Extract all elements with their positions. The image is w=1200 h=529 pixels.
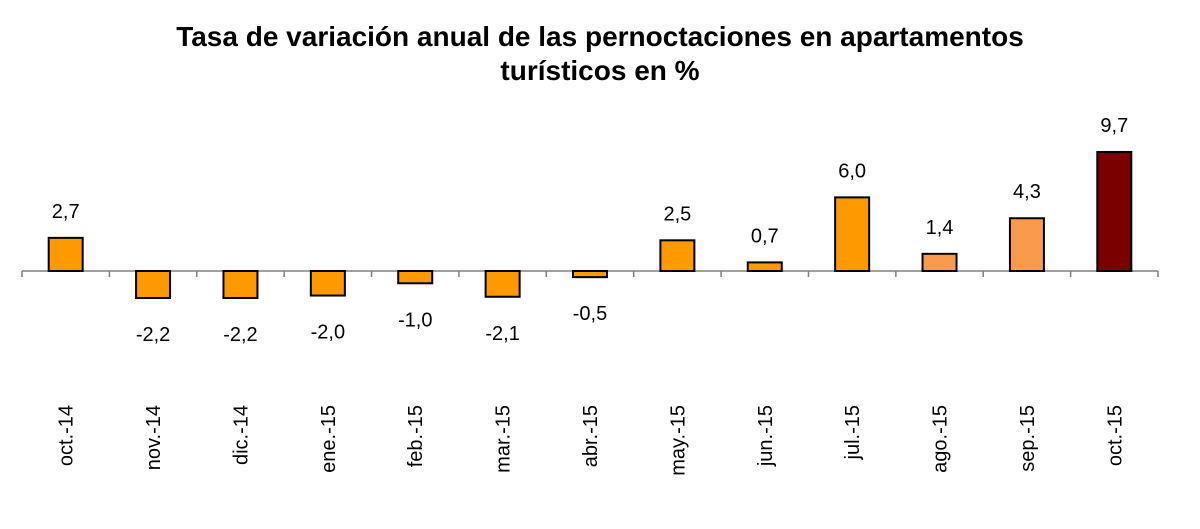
- x-tick-label: abr.-15: [580, 405, 602, 467]
- x-tick-label: oct.-15: [1104, 405, 1126, 466]
- x-tick-label: nov.-14: [143, 405, 165, 470]
- data-label: 1,4: [926, 217, 954, 239]
- bar: [572, 270, 608, 279]
- bar: [659, 239, 696, 272]
- x-tick-label: feb.-15: [405, 405, 427, 467]
- x-tick-label: dic.-14: [230, 405, 252, 465]
- bar: [47, 236, 84, 273]
- data-label: -2,2: [136, 324, 170, 346]
- data-label: 9,7: [1100, 115, 1128, 137]
- x-tick-label: ene.-15: [318, 405, 340, 473]
- x-tick-label: oct.-14: [56, 405, 78, 466]
- data-label: 0,7: [751, 225, 779, 247]
- x-tick-label: jul.-15: [842, 405, 864, 460]
- data-label: -2,0: [311, 322, 345, 344]
- data-label: 4,3: [1013, 181, 1041, 203]
- data-label: -2,2: [223, 324, 257, 346]
- bar: [309, 270, 346, 297]
- data-label: 2,7: [52, 201, 80, 223]
- bar: [135, 270, 172, 299]
- bar: [484, 270, 521, 298]
- chart-title: Tasa de variación anual de las pernoctac…: [176, 21, 1024, 86]
- data-label: -0,5: [573, 303, 607, 325]
- x-tick-label: sep.-15: [1017, 405, 1039, 472]
- bar: [834, 196, 871, 273]
- bar: [222, 270, 259, 299]
- data-label: -1,0: [398, 309, 432, 331]
- data-label: 6,0: [838, 160, 866, 182]
- data-label: -2,1: [485, 323, 519, 345]
- x-tick-label: ago.-15: [930, 405, 952, 473]
- x-tick-label: jun.-15: [755, 405, 777, 467]
- bar: [921, 252, 958, 273]
- data-label: 2,5: [663, 203, 691, 225]
- x-tick-label: mar.-15: [493, 405, 515, 473]
- x-tick-label: may.-15: [667, 405, 689, 476]
- bar: [1008, 217, 1045, 272]
- bar: [1096, 150, 1133, 272]
- bar: [746, 261, 783, 273]
- bar: [397, 270, 434, 285]
